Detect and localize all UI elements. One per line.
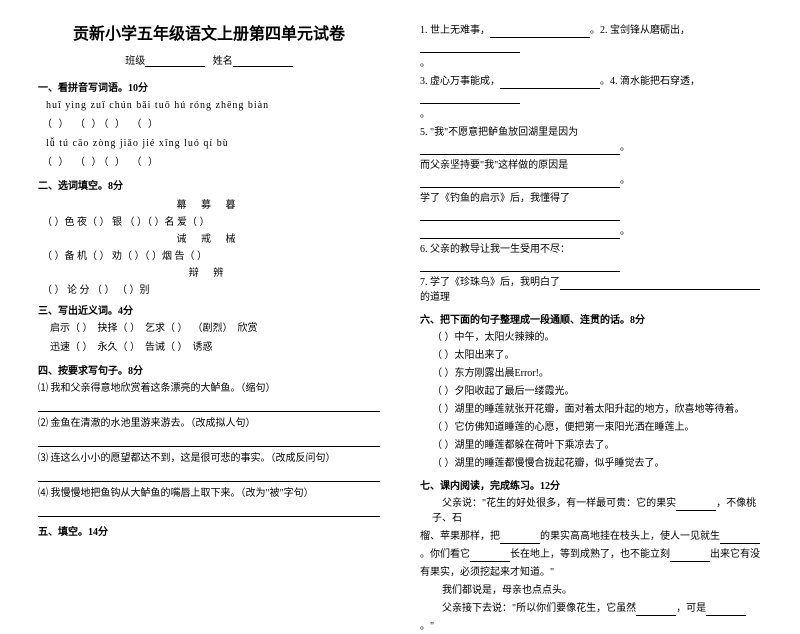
fill-3: 3. 虚心万事能成，。4. 滴水能把石穿透，	[420, 74, 762, 104]
char-line-2: （ ）备 机（ ） 劝（ ）（ ）烟 告（ ）	[38, 247, 380, 262]
name-blank	[233, 55, 293, 67]
q4-2: ⑵ 金鱼在清澈的水池里游来游去。（改成拟人句）	[38, 416, 380, 431]
passage-4: 有果实，必须挖起来才知道。"	[420, 565, 762, 580]
passage-5: 我们都说是，母亲也点点头。	[420, 583, 762, 598]
passage-2: 榴、苹果那样，把的果实高高地挂在枝头上，使人一见就生	[420, 529, 762, 544]
synonym-row-2: 迅速（ ） 永久（ ） 告诫（ ） 诱惑	[38, 340, 380, 356]
order-5: （ ）湖里的睡莲就张开花瓣，面对着太阳升起的地方，欣喜地等待着。	[420, 402, 762, 417]
class-label: 班级	[125, 52, 145, 67]
fill-7: 7. 学了《珍珠鸟》后，我明白了的道理	[420, 275, 762, 305]
pinyin-row-1: huī yìng zuǐ chún bǎi tuō hú róng zhēng …	[38, 98, 380, 114]
q4-3: ⑶ 连这么小小的愿望都达不到，这是很可悲的事实。（改成反问句）	[38, 451, 380, 466]
page-title: 贡新小学五年级语文上册第四单元试卷	[38, 20, 380, 44]
q4-1: ⑴ 我和父亲得意地欣赏着这条漂亮的大鲈鱼。（缩句）	[38, 381, 380, 396]
section-2: 二、选词填空。8分	[38, 177, 380, 192]
fill-1p: 。	[420, 56, 762, 71]
section-4: 四、按要求写句子。8分	[38, 362, 380, 377]
fill-6: 6. 父亲的教导让我一生受用不尽：	[420, 242, 762, 272]
fill-5cp: 。	[420, 224, 762, 239]
class-blank	[145, 55, 205, 67]
char-line-3: （ ） 论 分 （ ） （ ）别	[38, 281, 380, 296]
name-label: 姓名	[213, 52, 233, 67]
q4-4: ⑷ 我慢慢地把鱼钩从大鲈鱼的嘴唇上取下来。（改为"被"字句）	[38, 486, 380, 501]
answer-line-1	[38, 400, 380, 412]
passage-1: 父亲说："花生的好处很多，有一样最可贵：它的果实，不像桃子、石	[420, 496, 762, 526]
synonym-row-1: 启示（ ） 抉择（ ） 乞求（ ） （剧烈） 欣赏	[38, 321, 380, 337]
order-8: （ ）湖里的睡莲都慢慢合拢起花瓣，似乎睡觉去了。	[420, 456, 762, 471]
order-2: （ ）太阳出来了。	[420, 348, 762, 363]
order-6: （ ）它仿佛知道睡莲的心愿，便把第一束阳光洒在睡莲上。	[420, 420, 762, 435]
pinyin-row-2: lǚ tú cāo zòng jiǎo jié xīng luó qí bù	[38, 136, 380, 152]
paren-row-2: （ ） （ ）（ ） （ ）	[38, 155, 380, 171]
fill-5c: 学了《钓鱼的启示》后，我懂得了	[420, 191, 762, 221]
section-3: 三、写出近义词。4分	[38, 302, 380, 317]
paren-row-1: （ ） （ ）（ ） （ ）	[38, 117, 380, 133]
char-group-2: 诫 戒 械	[38, 230, 380, 245]
section-1: 一、看拼音写词语。10分	[38, 79, 380, 94]
fill-3p: 。	[420, 107, 762, 122]
answer-line-2	[38, 435, 380, 447]
char-group-3: 辩 辨	[38, 264, 380, 279]
order-1: （ ）中午，太阳火辣辣的。	[420, 330, 762, 345]
order-7: （ ）湖里的睡莲都躲在荷叶下乘凉去了。	[420, 438, 762, 453]
section-6: 六、把下面的句子整理成一段通顺、连贯的话。8分	[420, 311, 762, 326]
section-7: 七、课内阅读，完成练习。12分	[420, 477, 762, 492]
answer-line-4	[38, 505, 380, 517]
answer-line-3	[38, 470, 380, 482]
fill-5b: 而父亲坚持要"我"这样做的原因是。	[420, 158, 762, 188]
passage-6: 父亲接下去说："所以你们要像花生，它虽然，可是	[420, 601, 762, 616]
fill-5: 5. "我"不愿意把鲈鱼放回湖里是因为。	[420, 125, 762, 155]
char-line-1: （ ）色 夜（ ） 银 （ ）（ ）名 爱（ ）	[38, 213, 380, 228]
order-4: （ ）夕阳收起了最后一缕霞光。	[420, 384, 762, 399]
order-3: （ ）东方刚露出晨Error!。	[420, 366, 762, 381]
char-group-1: 幕 募 暮	[38, 196, 380, 211]
section-5: 五、填空。14分	[38, 523, 380, 538]
class-name-line: 班级 姓名	[38, 52, 380, 67]
passage-7: 。"	[420, 619, 762, 634]
fill-1: 1. 世上无难事，。2. 宝剑锋从磨砺出，	[420, 23, 762, 53]
